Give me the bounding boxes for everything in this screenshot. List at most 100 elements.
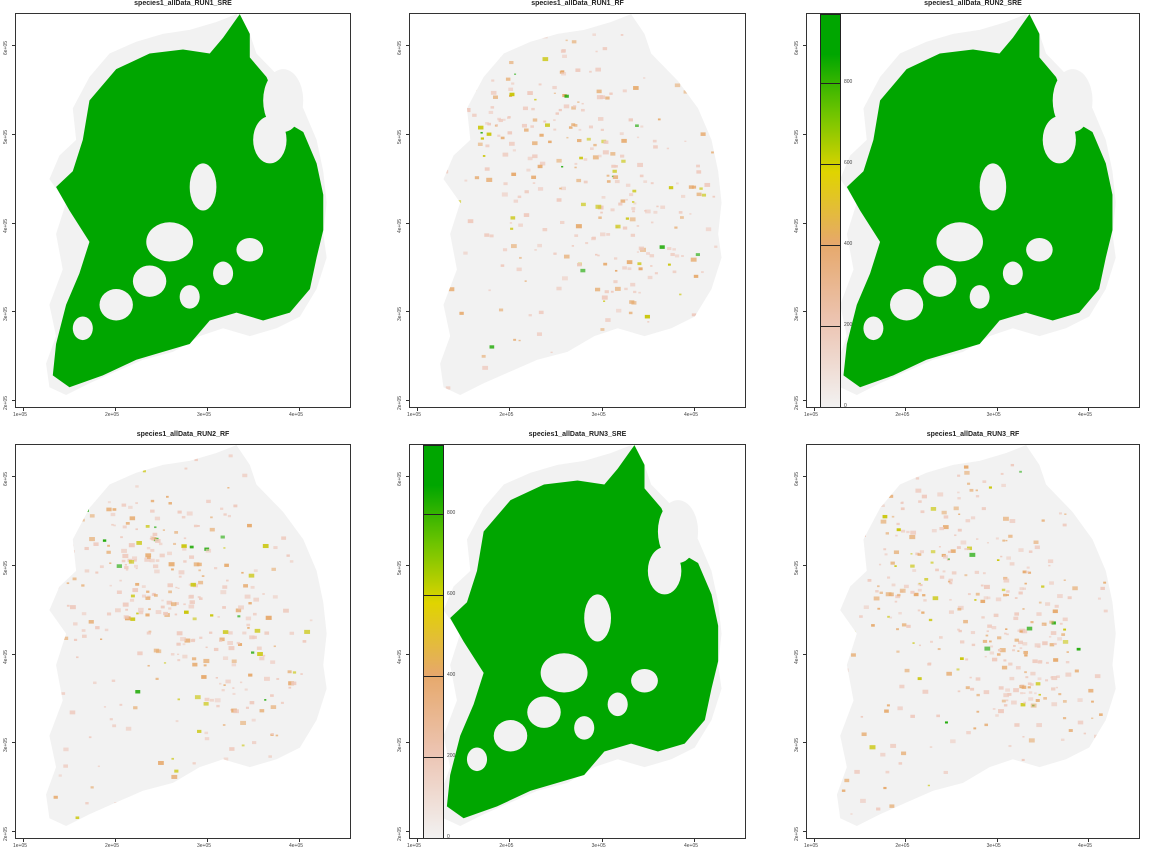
x-tick-label: 1e+05: [407, 843, 422, 849]
x-tick-label: 4e+05: [684, 843, 699, 849]
y-tick-mark: [406, 564, 409, 566]
y-tick-label: 3e+05: [397, 738, 403, 753]
x-tick-label: 1e+05: [13, 412, 28, 418]
legend-label: 200: [447, 753, 456, 760]
map-frame: [15, 13, 351, 408]
y-tick-label: 5e+05: [397, 560, 403, 575]
legend-break-line: [820, 326, 841, 328]
unsuitable-patch: [647, 547, 682, 595]
unsuitable-patch: [923, 265, 957, 297]
x-tick-label: 1e+05: [804, 843, 819, 849]
color-legend: 0 200 400 600 800: [820, 14, 860, 408]
x-tick-mark: [601, 839, 603, 842]
x-tick-mark: [694, 408, 695, 411]
y-tick-label: 6e+05: [794, 40, 800, 55]
legend-label: 600: [447, 591, 456, 598]
unsuitable-patch: [189, 163, 217, 211]
legend-break-line: [820, 164, 841, 166]
x-tick-label: 2e+05: [105, 412, 120, 418]
unsuitable-patch: [657, 500, 699, 563]
x-tick-mark: [299, 408, 300, 411]
probability-surface: [46, 445, 327, 826]
y-tick-label: 4e+05: [794, 649, 800, 664]
x-tick-mark: [814, 839, 815, 842]
unsuitable-patch: [890, 289, 924, 321]
legend-color-bar: [423, 445, 444, 838]
x-tick-mark: [23, 839, 24, 842]
y-tick-mark: [803, 222, 806, 224]
x-tick-label: 4e+05: [1078, 412, 1093, 418]
land-area: [46, 445, 327, 826]
unsuitable-patch: [236, 237, 264, 262]
x-tick-label: 4e+05: [289, 843, 304, 849]
y-tick-label: 2e+05: [397, 395, 403, 410]
x-tick-mark: [601, 408, 603, 411]
unsuitable-patch: [607, 692, 628, 717]
y-tick-mark: [803, 742, 806, 744]
unsuitable-patch: [574, 716, 595, 740]
y-tick-mark: [12, 653, 15, 655]
y-tick-label: 3e+05: [794, 738, 800, 753]
unsuitable-patch: [1026, 237, 1053, 262]
unsuitable-patch: [1042, 116, 1076, 164]
legend-label: 0: [844, 403, 847, 408]
y-tick-mark: [12, 564, 15, 566]
y-tick-label: 4e+05: [3, 649, 9, 664]
x-tick-mark: [417, 839, 418, 842]
y-tick-label: 5e+05: [794, 560, 800, 575]
x-tick-label: 2e+05: [895, 843, 910, 849]
map-panel: species1_allData_RUN1_SRE 2e+05 3e+05 4e+0…: [3, 0, 351, 418]
x-tick-label: 3e+05: [591, 412, 606, 418]
y-tick-mark: [406, 831, 409, 832]
y-tick-mark: [406, 133, 409, 135]
x-tick-label: 3e+05: [197, 412, 212, 418]
legend-label: 0: [447, 834, 450, 839]
panel-title: species1_allData_RUN2_RF: [136, 431, 230, 438]
unsuitable-patch: [263, 69, 304, 132]
y-tick-label: 5e+05: [794, 129, 800, 144]
sre-projection-map: [836, 14, 1116, 395]
x-tick-label: 3e+05: [986, 843, 1001, 849]
x-tick-mark: [207, 839, 208, 842]
y-tick-label: 4e+05: [397, 649, 403, 664]
y-tick-label: 2e+05: [794, 826, 800, 841]
unsuitable-patch: [1002, 261, 1023, 286]
y-tick-label: 3e+05: [3, 307, 9, 322]
y-tick-label: 3e+05: [794, 307, 800, 322]
x-tick-label: 3e+05: [591, 843, 606, 849]
y-tick-mark: [12, 400, 15, 401]
y-tick-mark: [803, 653, 806, 655]
map-panel: species1_allData_RUN2_RF 2e+05 3e+05 4e+05…: [3, 431, 351, 849]
rf-projection-map: [46, 445, 327, 826]
panel-title: species1_allData_RUN1_SRE: [134, 0, 232, 7]
map-frame: [806, 444, 1140, 839]
y-tick-mark: [12, 45, 15, 46]
legend-color-bar: [820, 14, 841, 407]
y-tick-label: 2e+05: [3, 395, 9, 410]
y-tick-mark: [12, 222, 15, 224]
unsuitable-patch: [527, 696, 561, 728]
x-tick-mark: [996, 408, 998, 411]
y-tick-label: 2e+05: [397, 826, 403, 841]
y-tick-label: 6e+05: [3, 471, 9, 486]
map-panel: species1_allData_RUN3_RF 2e+05 3e+05 4e+05…: [794, 431, 1140, 849]
y-tick-label: 6e+05: [794, 471, 800, 486]
y-tick-label: 3e+05: [397, 307, 403, 322]
y-tick-label: 5e+05: [3, 129, 9, 144]
y-tick-mark: [12, 742, 15, 744]
unsuitable-patch: [979, 163, 1007, 211]
map-frame: 0 200 400 600 800: [806, 13, 1140, 408]
x-tick-mark: [207, 408, 208, 411]
x-tick-label: 1e+05: [804, 412, 819, 418]
unsuitable-patch: [146, 222, 194, 262]
x-tick-mark: [1088, 839, 1089, 842]
y-tick-mark: [12, 133, 15, 135]
y-tick-mark: [406, 400, 409, 401]
unsuitable-patch: [936, 222, 983, 262]
legend-break-line: [820, 83, 841, 85]
unsuitable-patch: [969, 285, 990, 309]
legend-label: 200: [844, 322, 853, 329]
y-tick-mark: [12, 831, 15, 832]
unsuitable-patch: [179, 285, 200, 309]
y-tick-label: 4e+05: [3, 218, 9, 233]
